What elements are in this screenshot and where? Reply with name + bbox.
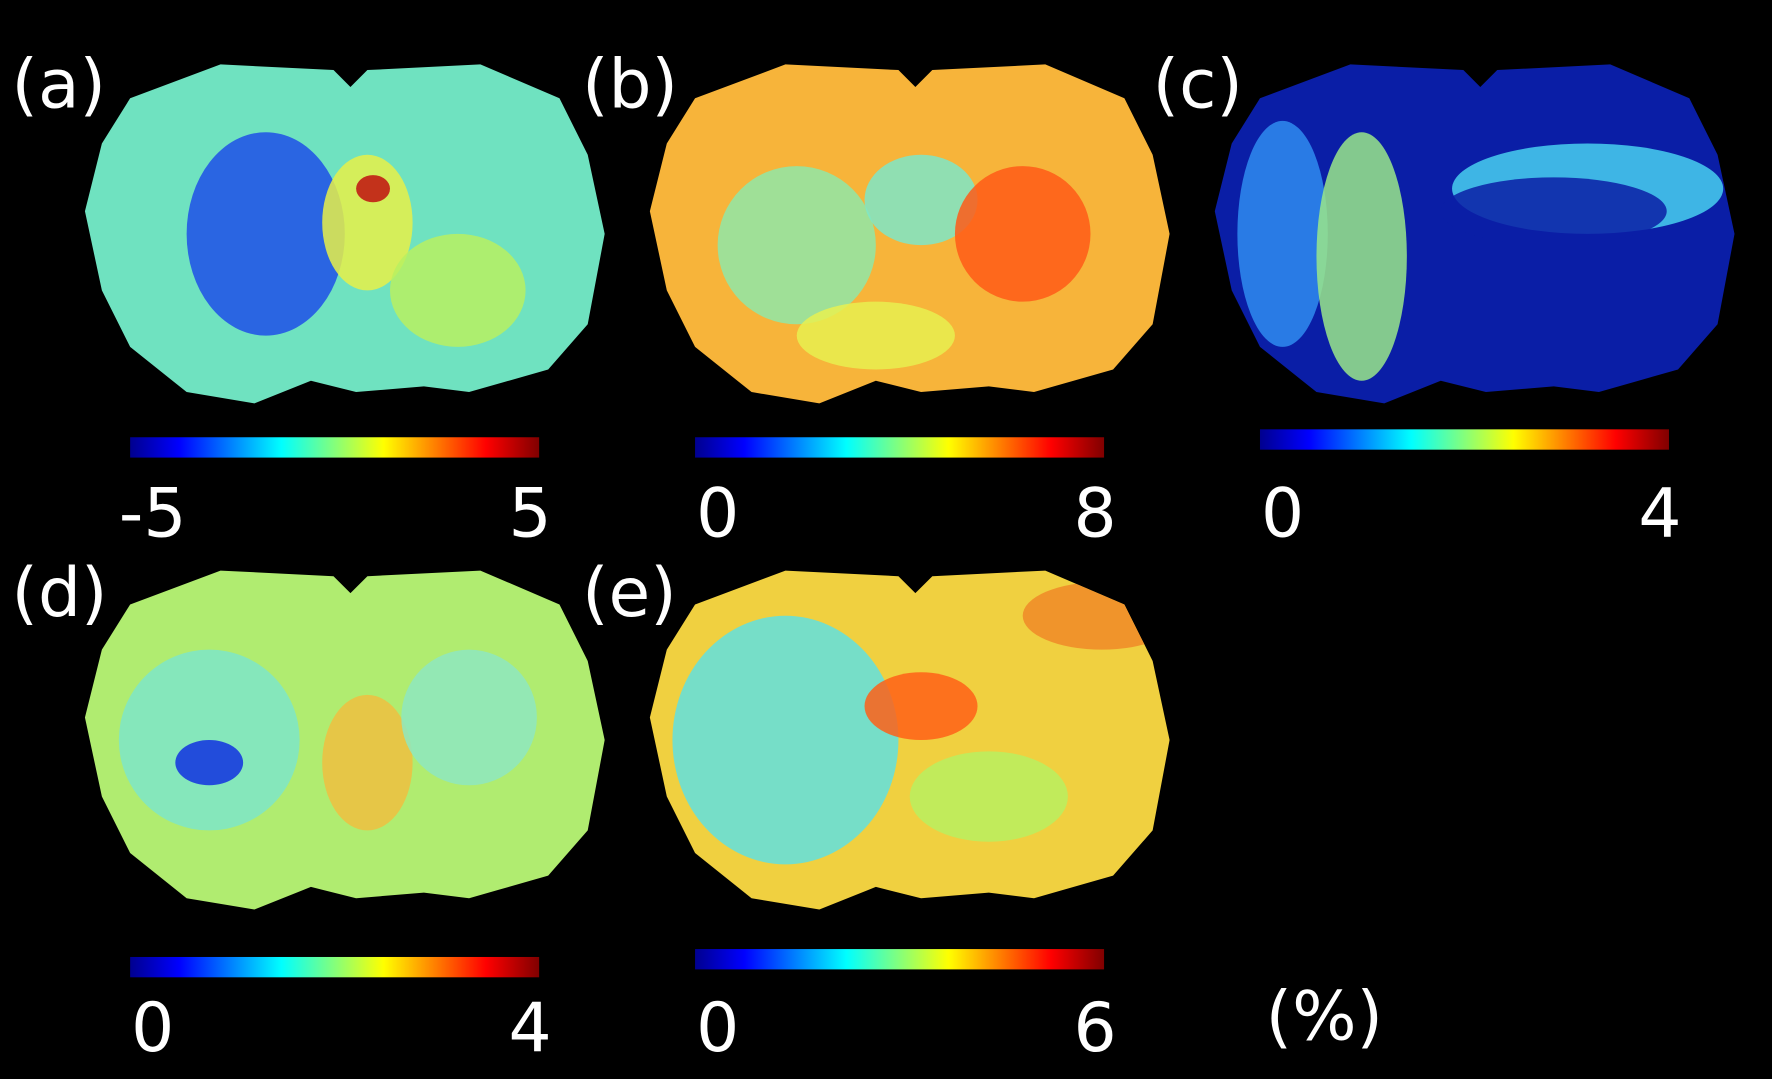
brain-region [175, 740, 244, 786]
brain-map [84, 570, 605, 910]
colorbar-min-label: 0 [131, 988, 174, 1067]
colorbar [1259, 429, 1669, 450]
colorbar [130, 956, 540, 978]
brain-region [322, 694, 413, 831]
panel-label: (b) [582, 44, 678, 123]
colorbar-max-label: 8 [1073, 474, 1116, 553]
brain-region [717, 166, 876, 325]
panel-label: (d) [12, 553, 108, 632]
brain-map [1214, 64, 1735, 404]
brain-region [1316, 132, 1407, 381]
panel-label: (e) [582, 553, 677, 632]
brain-region [672, 615, 899, 865]
colorbar [695, 437, 1105, 458]
brain-region [796, 301, 955, 370]
brain-region [1440, 177, 1667, 246]
colorbar-min-label: 0 [696, 988, 739, 1067]
brain-region [401, 649, 537, 786]
brain-region [909, 751, 1068, 842]
colorbar-max-label: 4 [509, 988, 552, 1067]
colorbar-max-label: 6 [1073, 988, 1116, 1067]
brain-map [649, 64, 1170, 404]
panel-label: (c) [1153, 44, 1243, 123]
brain-regions [1237, 120, 1724, 381]
colorbar-min-label: 0 [1261, 474, 1304, 553]
colorbar-min-label: -5 [119, 474, 187, 553]
brain-region [864, 672, 978, 741]
brain-regions [672, 581, 1170, 865]
brain-region [954, 166, 1091, 302]
colorbar-min-label: 0 [696, 474, 739, 553]
brain-region [186, 132, 345, 336]
brain-region [1237, 120, 1328, 347]
colorbar [130, 437, 540, 458]
unit-label: (%) [1266, 976, 1383, 1055]
brain-region [864, 154, 978, 246]
brain-regions [118, 649, 537, 831]
colorbar-max-label: 5 [509, 474, 552, 553]
colorbar [695, 949, 1105, 970]
brain-regions [717, 154, 1091, 370]
brain-region [389, 233, 526, 347]
brain-map [84, 64, 605, 404]
brain-region [356, 175, 390, 203]
panel-label: (a) [12, 44, 106, 123]
colorbar-max-label: 4 [1638, 474, 1681, 553]
brain-map [649, 570, 1170, 910]
brain-regions [186, 132, 526, 347]
